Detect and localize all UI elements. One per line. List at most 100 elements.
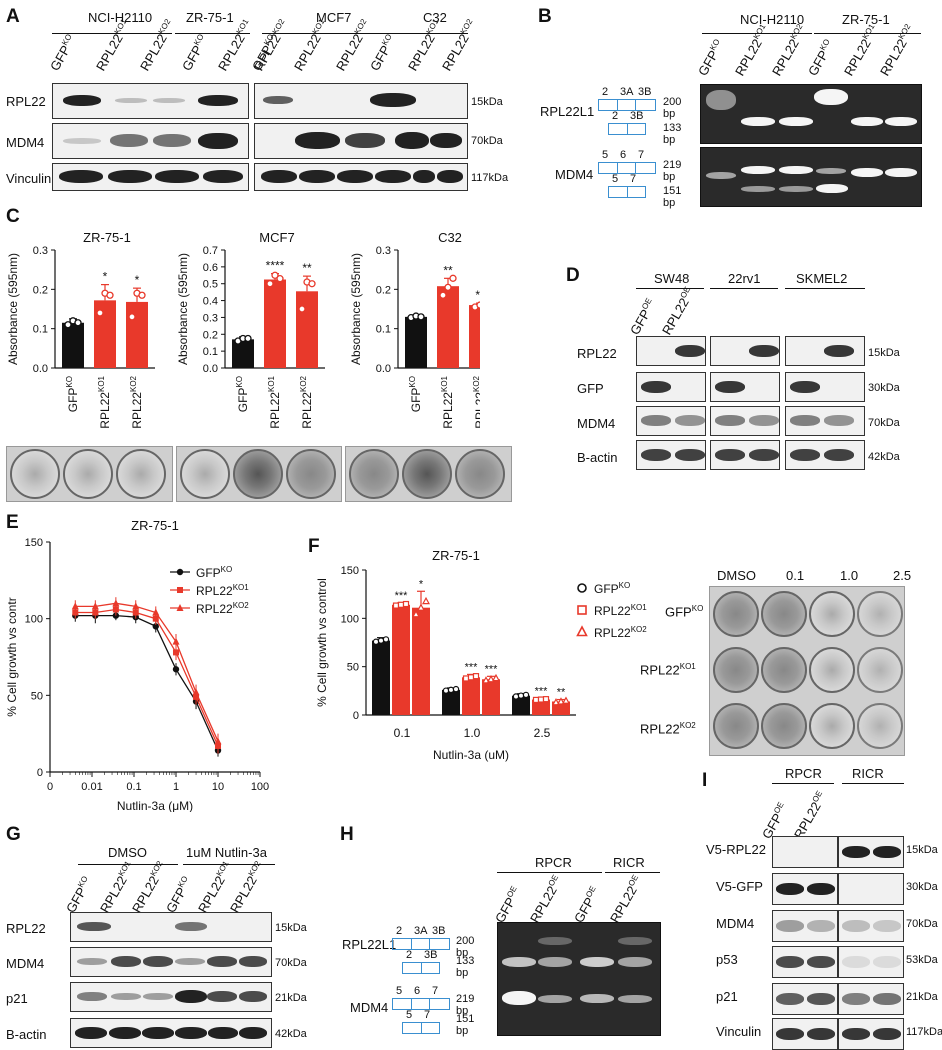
western-blot: [710, 336, 780, 366]
bp-label: 219 bp: [663, 159, 682, 183]
western-blot: [838, 836, 904, 868]
pcr-gel: [700, 147, 922, 207]
exon-box: [608, 123, 646, 135]
significance-marker: *: [419, 578, 424, 590]
bar: [94, 300, 116, 368]
bar: [405, 316, 427, 368]
blot-row-label: MDM4: [716, 916, 755, 931]
blot-row-label: p53: [716, 952, 738, 967]
y-tick-label: 0.3: [33, 245, 48, 257]
bar: [469, 305, 480, 368]
western-blot: [772, 946, 838, 978]
bar: [482, 679, 500, 715]
y-tick-label: 150: [25, 537, 43, 549]
series-line: [75, 602, 219, 742]
kda-label: 15kDa: [906, 844, 938, 856]
data-point: [556, 697, 566, 705]
lane-label: GFPKO: [179, 32, 206, 74]
y-tick-label: 0.3: [203, 312, 218, 324]
kda-label: 15kDa: [471, 96, 503, 108]
series-line: [75, 608, 219, 747]
x-tick-label: RPL22KO2: [129, 375, 144, 428]
exon-number: 7: [432, 985, 439, 997]
x-tick-label: 0: [47, 781, 53, 793]
western-blot: [785, 372, 865, 402]
western-blot: [772, 836, 838, 868]
group-underline: [842, 783, 904, 784]
lane-label: RPL22KO2: [137, 17, 173, 74]
blot-row-label: MDM4: [6, 135, 45, 150]
blot-row-label: MDM4: [577, 416, 616, 431]
blot-row-label: V5-GFP: [716, 879, 763, 894]
kda-label: 117kDa: [471, 172, 509, 184]
bar: [392, 604, 410, 715]
chart-title: MCF7: [259, 230, 294, 245]
western-blot: [70, 912, 272, 942]
data-point: [476, 301, 480, 309]
y-axis-label: % Cell growth vs contr: [5, 597, 19, 716]
data-point: [472, 673, 480, 680]
data-point: [152, 608, 160, 616]
data-point: [152, 615, 159, 622]
exon-number: 3A: [620, 86, 634, 98]
data-point: [467, 674, 475, 681]
blot-row-label: B-actin: [6, 1027, 47, 1042]
data-point: [561, 696, 571, 704]
data-point: [416, 603, 426, 611]
data-point: [112, 612, 120, 619]
western-blot: [838, 873, 904, 905]
kda-label: 30kDa: [868, 382, 900, 394]
data-point: [447, 686, 455, 694]
x-tick-label: 0.01: [81, 781, 102, 793]
exon-box: [392, 938, 450, 950]
data-point: [449, 274, 457, 282]
panel-letter-d: D: [566, 265, 580, 286]
lane-label: RPL22OE: [527, 873, 561, 926]
y-tick-label: 0: [353, 710, 359, 722]
western-blot: [772, 983, 838, 1015]
plate-column-label: 0.1: [786, 568, 805, 583]
lane-label: GFPKO: [805, 37, 832, 79]
y-tick-label: 0.1: [33, 324, 48, 336]
significance-marker: *: [135, 273, 140, 287]
western-blot: [838, 910, 904, 942]
group-underline: [78, 864, 178, 865]
legend-label: GFPKO: [196, 565, 232, 580]
crystal-violet-plate: [6, 446, 173, 502]
data-point: [439, 291, 447, 299]
data-point: [138, 291, 146, 299]
y-tick-label: 0.1: [203, 346, 218, 358]
x-tick-label: 0.1: [394, 726, 411, 740]
western-blot: [52, 163, 249, 191]
significance-marker: **: [475, 288, 480, 302]
panel-letter-g: G: [6, 824, 21, 845]
group-underline: [702, 33, 812, 34]
legend-label: RPL22KO2: [594, 625, 647, 640]
series-line: [75, 614, 219, 751]
x-tick-label: 0.1: [126, 781, 141, 793]
group-label: RPCR: [785, 766, 822, 781]
panel-letter-a: A: [6, 6, 20, 27]
data-point: [551, 697, 561, 706]
legend-marker: [577, 583, 587, 593]
data-point: [106, 291, 114, 299]
bar: [412, 607, 430, 715]
significance-marker: ***: [535, 686, 549, 698]
lane-label: RPL22OE: [607, 873, 641, 926]
bar: [512, 695, 530, 715]
group-label: DMSO: [108, 845, 147, 860]
blot-row-label: V5-RPL22: [706, 842, 766, 857]
data-point: [444, 283, 452, 292]
plate-column-label: 1.0: [840, 568, 859, 583]
group-underline: [710, 288, 778, 289]
lane-label: GFPKO: [695, 37, 722, 79]
x-tick-label: 10: [212, 781, 224, 793]
western-blot: [772, 1018, 838, 1050]
kda-label: 70kDa: [275, 957, 307, 969]
kda-label: 21kDa: [906, 991, 938, 1003]
gene-label: RPL22L1: [540, 104, 595, 119]
absorbance-bar-charts: ZR-75-1 0.0 0.1 0.2 0.3 Absorbance (595nm) GFP…: [6, 230, 480, 429]
data-point: [392, 602, 400, 609]
data-point: [64, 321, 72, 329]
y-tick-label: 0.6: [203, 262, 218, 274]
